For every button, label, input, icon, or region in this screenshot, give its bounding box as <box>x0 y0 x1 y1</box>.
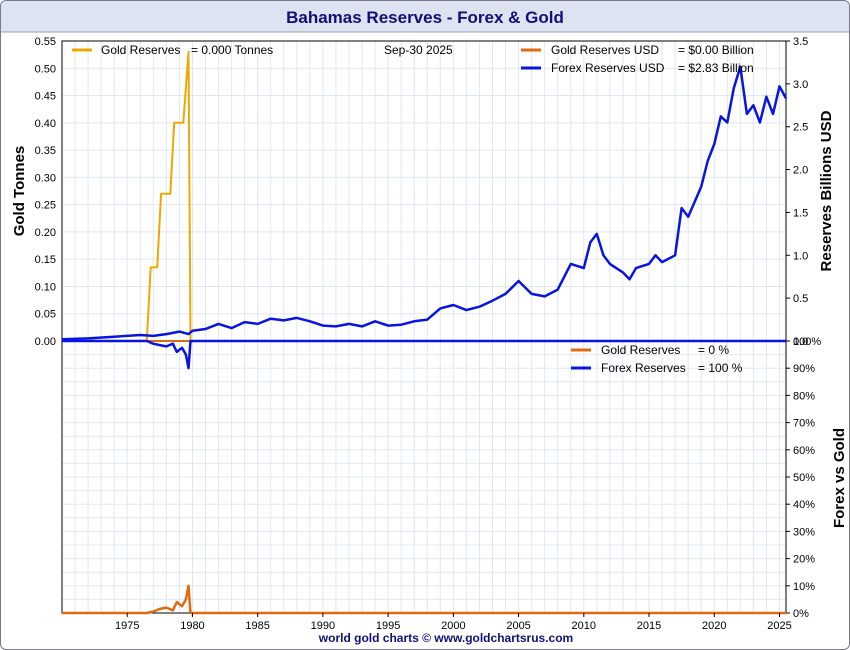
tick-label-percent: 50% <box>793 472 815 484</box>
tick-label-year: 2000 <box>441 620 465 632</box>
footer-credit: world gold charts © www.goldchartsrus.co… <box>318 631 573 645</box>
tick-label-year: 1995 <box>376 620 400 632</box>
legend-value-forex-percent: = 100 % <box>698 361 743 375</box>
tick-label-left: 0.25 <box>35 200 56 212</box>
legend-value-gold-percent: = 0 % <box>698 343 729 357</box>
series-line-gold-reserves <box>62 50 786 342</box>
tick-label-year: 2010 <box>572 620 596 632</box>
tick-label-left: 0.00 <box>35 336 56 348</box>
header-band <box>1 1 849 32</box>
tick-label-percent: 80% <box>793 390 815 402</box>
tick-label-percent: 20% <box>793 554 815 566</box>
bottom-panel-series <box>62 339 786 615</box>
legend-value-forex-usd: = $2.83 Billion <box>678 61 754 75</box>
tick-label-year: 2025 <box>767 620 791 632</box>
tick-label-year: 1990 <box>311 620 335 632</box>
tick-label-left: 0.15 <box>35 254 56 266</box>
tick-label-left: 0.55 <box>35 36 56 48</box>
tick-label-left: 0.45 <box>35 91 56 103</box>
tick-label-percent: 0% <box>793 608 809 620</box>
tick-label-left: 0.30 <box>35 172 56 184</box>
tick-label-percent: 40% <box>793 499 815 511</box>
legend-value-gold-usd: = $0.00 Billion <box>678 43 754 57</box>
tick-label-right: 3.0 <box>793 79 808 91</box>
legend-value-gold-tonnes: = 0.000 Tonnes <box>191 43 273 57</box>
tick-label-left: 0.10 <box>35 281 56 293</box>
legend-label-gold-tonnes: Gold Reserves <box>101 43 180 57</box>
tick-label-left: 0.40 <box>35 118 56 130</box>
legend-label-forex-usd: Forex Reserves USD <box>551 61 665 75</box>
tick-label-percent: 60% <box>793 445 815 457</box>
tick-label-left: 0.50 <box>35 63 56 75</box>
left-axis-title: Gold Tonnes <box>11 146 28 237</box>
series-line-forex-reserves-usd <box>61 65 788 341</box>
bottom-right-tick-labels: 0% 10% 20% 30% 40% 50% 60% 70% 80% 90% 100% <box>786 336 821 620</box>
tick-label-year: 1975 <box>115 620 139 632</box>
tick-label-percent: 30% <box>793 526 815 538</box>
tick-label-year: 1985 <box>245 620 269 632</box>
tick-label-left: 0.35 <box>35 145 56 157</box>
bottom-panel-grid <box>62 340 786 614</box>
legend-label-gold-percent: Gold Reserves <box>601 343 680 357</box>
tick-label-right: 3.5 <box>793 36 808 48</box>
date-label: Sep-30 2025 <box>384 43 453 57</box>
tick-label-right: 2.5 <box>793 122 808 134</box>
tick-label-right: 0.0 <box>793 336 808 348</box>
top-right-tick-labels: 0.0 0.5 1.0 1.5 2.0 2.5 3.0 3.5 <box>786 36 808 348</box>
tick-label-left: 0.05 <box>35 309 56 321</box>
bottom-legend: Gold Reserves = 0 % Forex Reserves = 100… <box>571 343 743 375</box>
tick-label-right: 1.0 <box>793 250 808 262</box>
tick-label-percent: 10% <box>793 581 815 593</box>
top-left-tick-labels: 0.00 0.05 0.10 0.15 0.20 0.25 0.30 0.35 0.40 0.45… <box>35 36 56 348</box>
series-line-percent-gold-reserves <box>62 584 786 615</box>
top-right-axis-title: Reserves Billions USD <box>818 110 835 271</box>
tick-label-year: 2015 <box>637 620 661 632</box>
tick-label-right: 2.0 <box>793 165 808 177</box>
tick-label-percent: 90% <box>793 363 815 375</box>
bottom-right-axis-title: Forex vs Gold <box>831 428 848 528</box>
x-tick-labels: 1975 1980 1985 1990 1995 2000 2005 2010 2015 2020… <box>115 613 792 632</box>
tick-label-year: 1980 <box>180 620 204 632</box>
tick-label-year: 2005 <box>506 620 530 632</box>
legend-label-gold-usd: Gold Reserves USD <box>551 43 659 57</box>
tick-label-left: 0.20 <box>35 227 56 239</box>
tick-label-percent: 70% <box>793 418 815 430</box>
tick-label-right: 1.5 <box>793 207 808 219</box>
series-line-percent-forex-reserves <box>62 339 786 370</box>
tick-label-percent: 100% <box>793 336 821 348</box>
tick-label-year: 2020 <box>702 620 726 632</box>
chart-title: Bahamas Reserves - Forex & Gold <box>286 8 564 27</box>
tick-label-right: 0.5 <box>793 293 808 305</box>
legend-label-forex-percent: Forex Reserves <box>601 361 686 375</box>
top-legend: Gold Reserves = 0.000 Tonnes Sep-30 2025… <box>72 43 754 75</box>
